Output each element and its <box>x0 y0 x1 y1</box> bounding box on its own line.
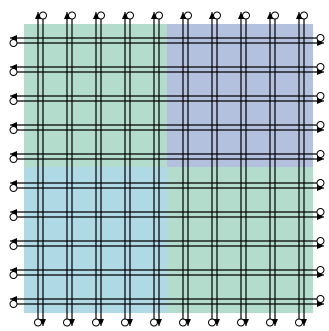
vertical-line-6 <box>97 11 105 326</box>
line-start-circle <box>9 39 18 47</box>
vertical-line-19 <box>295 12 303 327</box>
arrowhead-down <box>127 319 133 326</box>
horizontal-line-20 <box>9 300 324 308</box>
line-start-circle <box>9 126 18 134</box>
vertical-line-12 <box>184 11 192 326</box>
arrowhead-down <box>272 319 278 326</box>
horizontal-line-14 <box>9 213 324 221</box>
line-start-circle <box>213 11 221 20</box>
vertical-line-4 <box>68 11 76 326</box>
horizontal-line-12 <box>9 184 324 192</box>
line-layer <box>9 11 325 327</box>
line-start-circle <box>9 155 18 163</box>
line-start-circle <box>68 11 76 20</box>
line-start-circle <box>271 11 279 20</box>
line-start-circle <box>9 242 18 250</box>
vertical-line-2 <box>39 11 47 326</box>
arrowhead-right <box>317 98 324 104</box>
horizontal-line-4 <box>9 68 324 76</box>
horizontal-line-9 <box>10 150 325 158</box>
horizontal-line-2 <box>9 39 324 47</box>
arrowhead-down <box>156 319 162 326</box>
arrowhead-right <box>317 185 324 191</box>
vertical-line-20 <box>300 11 308 326</box>
line-start-circle <box>126 11 134 20</box>
arrowhead-right <box>317 243 324 249</box>
vertical-line-10 <box>155 11 163 326</box>
vertical-line-14 <box>213 11 221 326</box>
arrowhead-right <box>317 69 324 75</box>
arrowhead-right <box>317 40 324 46</box>
vertical-line-18 <box>271 11 279 326</box>
arrowhead-down <box>98 319 104 326</box>
line-start-circle <box>155 11 163 20</box>
arrowhead-down <box>69 319 75 326</box>
horizontal-line-18 <box>9 271 324 279</box>
arrowhead-down <box>243 319 249 326</box>
arrowhead-down <box>214 319 220 326</box>
horizontal-line-16 <box>9 242 324 250</box>
line-start-circle <box>184 11 192 20</box>
quadrant-bottom-right <box>167 167 313 313</box>
arrowhead-down <box>40 319 46 326</box>
line-start-circle <box>9 213 18 221</box>
arrowhead-down <box>301 319 307 326</box>
horizontal-line-13 <box>10 208 325 216</box>
arrowhead-right <box>317 127 324 133</box>
arrowhead-right <box>317 156 324 162</box>
line-start-circle <box>9 184 18 192</box>
horizontal-line-8 <box>9 126 324 134</box>
vertical-line-8 <box>126 11 134 326</box>
line-start-circle <box>9 300 18 308</box>
arrowhead-right <box>317 272 324 278</box>
line-start-circle <box>242 11 250 20</box>
arrowhead-down <box>185 319 191 326</box>
horizontal-line-10 <box>9 155 324 163</box>
arrowhead-right <box>317 214 324 220</box>
line-start-circle <box>300 11 308 20</box>
arrowhead-right <box>317 301 324 307</box>
line-start-circle <box>9 97 18 105</box>
vertical-line-1 <box>34 12 42 327</box>
line-start-circle <box>39 11 47 20</box>
line-start-circle <box>9 271 18 279</box>
line-start-circle <box>9 68 18 76</box>
horizontal-line-6 <box>9 97 324 105</box>
vertical-line-16 <box>242 11 250 326</box>
line-start-circle <box>97 11 105 20</box>
